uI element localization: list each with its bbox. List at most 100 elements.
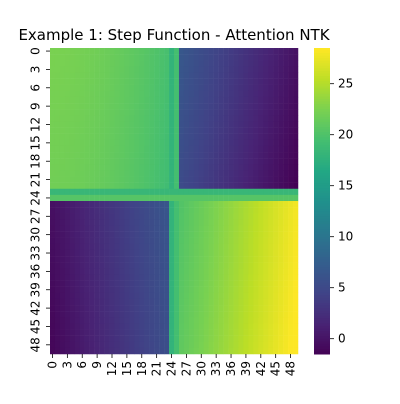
heatmap-cell (59, 188, 66, 196)
heatmap-cell (119, 201, 125, 208)
heatmap-cell (104, 194, 110, 202)
heatmap-cell (69, 90, 76, 98)
heatmap-cell (124, 90, 130, 98)
heatmap-cell (169, 201, 175, 208)
heatmap-cell (223, 329, 229, 336)
heatmap-cell (253, 231, 259, 238)
heatmap-cell (283, 237, 289, 245)
heatmap-cell (119, 292, 125, 300)
heatmap-cell (248, 194, 254, 202)
heatmap-cell (223, 317, 229, 324)
heatmap-cell (278, 145, 284, 153)
heatmap-cell (283, 133, 289, 141)
heatmap-cell (228, 262, 234, 269)
heatmap-cell (218, 268, 224, 275)
heatmap-cell (89, 96, 95, 104)
heatmap-cell (74, 305, 81, 312)
heatmap-cell (213, 317, 219, 324)
heatmap-cell (164, 158, 170, 165)
heatmap-cell (203, 182, 209, 190)
heatmap-cell (74, 60, 81, 67)
heatmap-cell (119, 96, 125, 104)
heatmap-cell (198, 48, 205, 55)
heatmap-cell (79, 54, 85, 61)
heatmap-cell (253, 317, 259, 324)
heatmap-cell (228, 115, 234, 122)
heatmap-cell (154, 329, 160, 336)
heatmap-cell (89, 48, 95, 55)
colorbar-segment (314, 313, 330, 317)
heatmap-cell (273, 96, 279, 104)
heatmap-cell (79, 72, 85, 79)
heatmap-cell (183, 335, 190, 343)
heatmap-cell (129, 305, 135, 312)
heatmap-cell (178, 207, 185, 214)
heatmap-cell (154, 152, 160, 159)
heatmap-cell (238, 219, 244, 226)
heatmap-cell (139, 213, 145, 220)
heatmap-cell (149, 311, 155, 318)
heatmap-cell (193, 225, 200, 232)
heatmap-cell (213, 84, 219, 92)
heatmap-cell (218, 139, 224, 147)
heatmap-cell (89, 54, 95, 61)
colorbar-segment (314, 109, 330, 113)
heatmap-cell (203, 121, 209, 128)
heatmap-cell (258, 103, 264, 110)
heatmap-cell (283, 323, 289, 330)
heatmap-cell (79, 341, 85, 349)
heatmap-cell (233, 243, 239, 251)
x-tick-label: 45 (269, 361, 283, 376)
heatmap-cell (233, 341, 239, 349)
heatmap-cell (193, 311, 200, 318)
heatmap-cell (164, 145, 170, 153)
heatmap-cell (268, 323, 274, 330)
heatmap-cell (253, 72, 259, 79)
heatmap-cell (203, 152, 209, 159)
heatmap-cell (273, 145, 279, 153)
heatmap-cell (89, 292, 95, 300)
heatmap-cell (213, 213, 219, 220)
heatmap-cell (263, 66, 269, 73)
heatmap-cell (263, 219, 269, 226)
heatmap-cell (149, 54, 155, 61)
heatmap-cell (293, 176, 299, 183)
heatmap-cell (174, 286, 180, 294)
heatmap-cell (114, 170, 120, 177)
heatmap-cell (124, 48, 130, 55)
heatmap-cell (183, 115, 190, 122)
colorbar-segment (314, 144, 330, 148)
heatmap-cell (198, 72, 205, 79)
heatmap-cell (293, 78, 299, 85)
heatmap-cell (233, 335, 239, 343)
heatmap-cell (223, 280, 229, 287)
heatmap-cell (79, 249, 85, 257)
heatmap-cell (139, 237, 145, 245)
heatmap-cell (114, 219, 120, 226)
heatmap-cell (223, 158, 229, 165)
heatmap-cell (228, 103, 234, 110)
heatmap-cell (74, 182, 81, 190)
heatmap-cell (74, 176, 81, 183)
heatmap-cell (193, 72, 200, 79)
heatmap-cell (228, 311, 234, 318)
heatmap-cell (283, 48, 289, 55)
heatmap-cell (154, 268, 160, 275)
heatmap-cell (144, 182, 150, 190)
heatmap-cell (159, 103, 165, 110)
heatmap-cell (159, 311, 165, 318)
heatmap-cell (243, 329, 249, 336)
heatmap-cell (64, 286, 71, 294)
heatmap-cell (94, 213, 100, 220)
heatmap-cell (134, 323, 140, 330)
heatmap-cell (273, 225, 279, 232)
heatmap-cell (79, 311, 85, 318)
heatmap-cell (89, 305, 95, 312)
heatmap-cell (198, 133, 205, 141)
heatmap-cell (188, 96, 195, 104)
heatmap-cell (218, 225, 224, 232)
heatmap-cell (134, 207, 140, 214)
heatmap-cell (283, 176, 289, 183)
heatmap-cell (94, 139, 100, 147)
heatmap-cell (114, 292, 120, 300)
